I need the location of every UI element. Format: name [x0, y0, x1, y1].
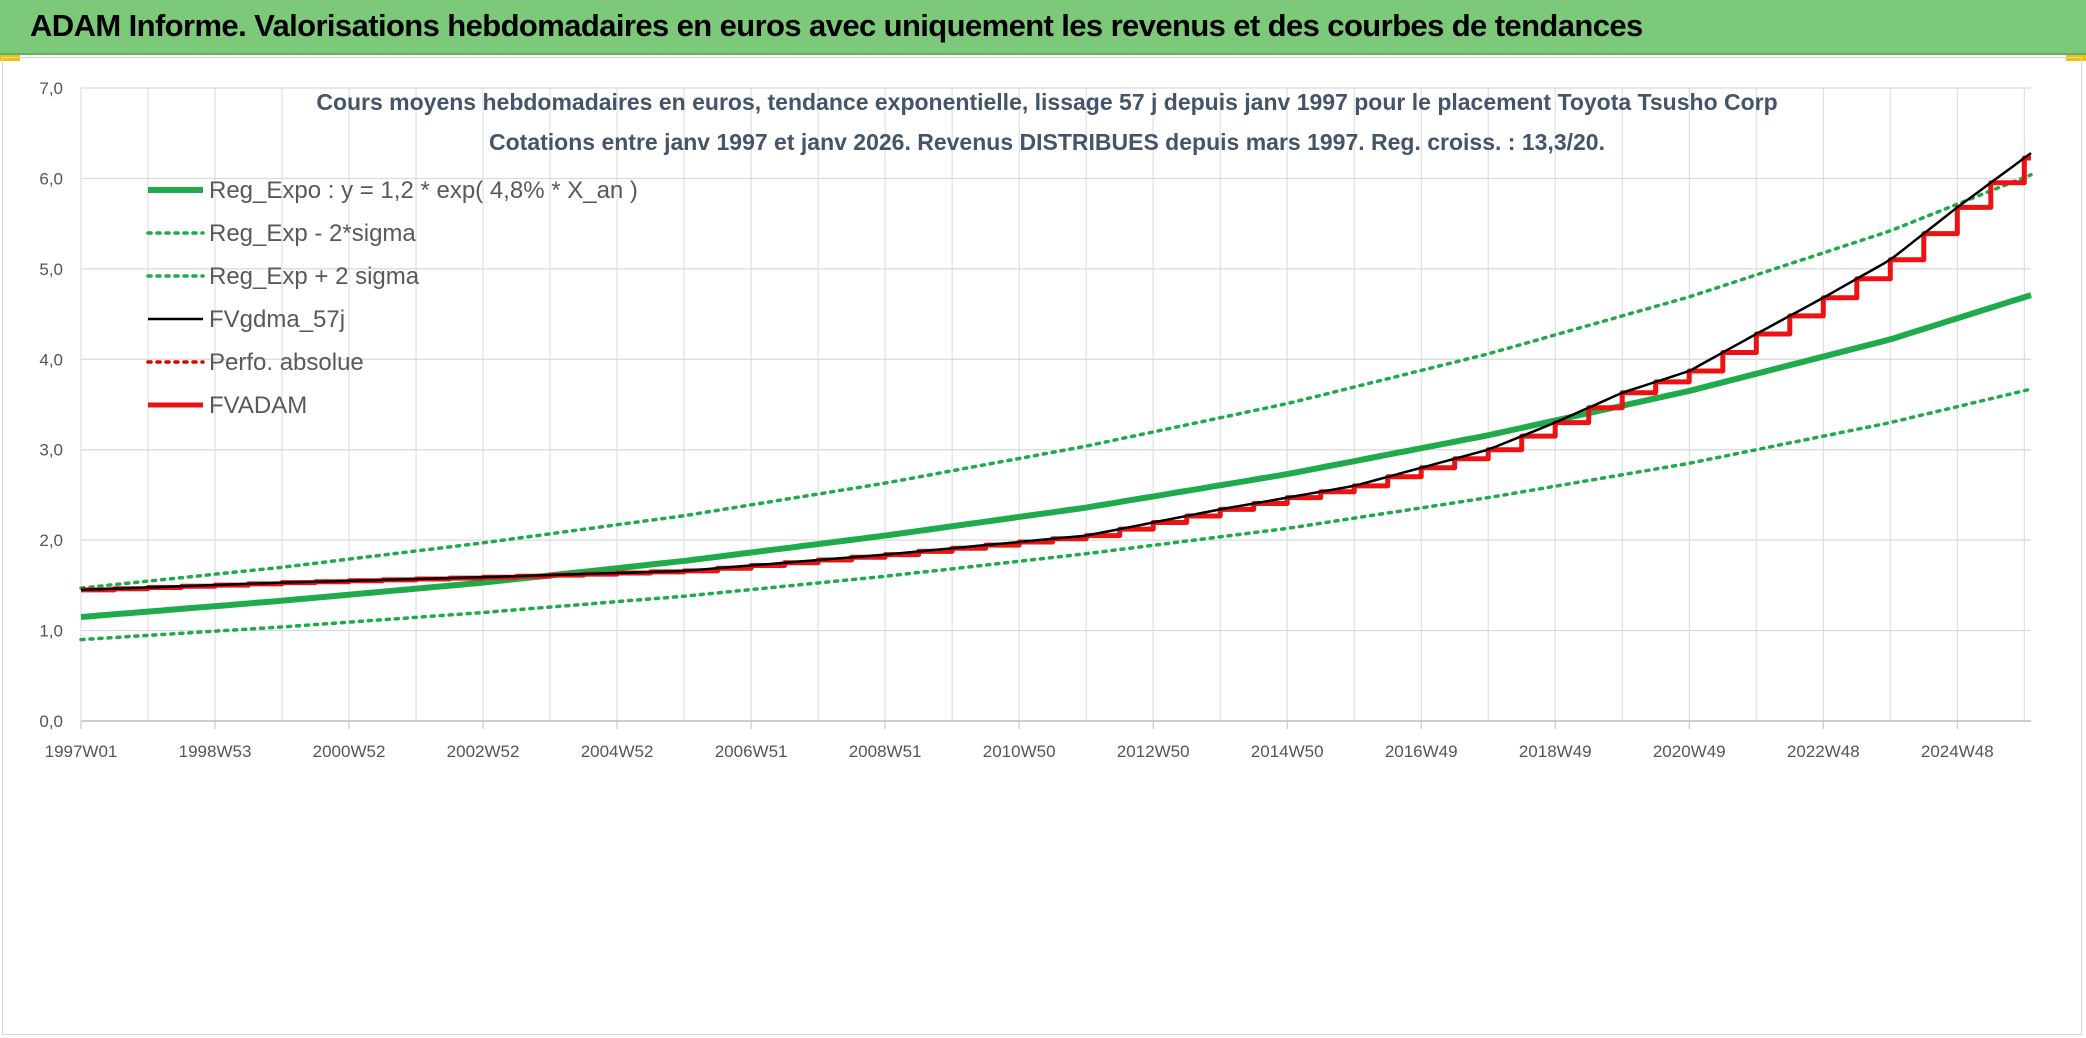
series: [79, 152, 2033, 642]
y-tick-label: 3,0: [39, 441, 63, 460]
series-line: [79, 173, 2033, 590]
y-tick-label: 6,0: [39, 169, 63, 188]
report-title: ADAM Informe. Valorisations hebdomadaire…: [30, 8, 1643, 43]
x-tick-label: 1997W01: [45, 742, 118, 761]
x-tick-label: 2004W52: [581, 742, 654, 761]
y-tick-label: 4,0: [39, 350, 63, 369]
y-tick-label: 0,0: [39, 712, 63, 731]
x-tick-label: 2014W50: [1251, 742, 1324, 761]
report-banner: ADAM Informe. Valorisations hebdomadaire…: [0, 0, 2086, 55]
series-line: [80, 292, 2032, 620]
x-tick-label: 2018W49: [1519, 742, 1592, 761]
series-line: [80, 152, 2032, 592]
x-tick-label: 2024W48: [1921, 742, 1994, 761]
legend-label: Reg_Exp + 2 sigma: [209, 263, 420, 290]
axes: 0,0 1,0 2,0 3,0 4,0 5,0 6,0 7,0 1997W01 1998W53 20…: [39, 79, 2031, 761]
legend: Reg_Expo : y = 1,2 * exp( 4,8% * X_an ) R…: [146, 177, 638, 419]
x-tick-label: 2016W49: [1385, 742, 1458, 761]
legend-label: Reg_Exp - 2*sigma: [209, 220, 416, 247]
x-tick-label: 2002W52: [447, 742, 520, 761]
grid: [80, 87, 2031, 722]
x-tick-label: 2012W50: [1117, 742, 1190, 761]
y-tick-label: 1,0: [39, 622, 63, 641]
x-tick-label: 2008W51: [849, 742, 922, 761]
corner-mark-right: [2066, 55, 2086, 61]
x-tick-label: 1998W53: [179, 742, 252, 761]
legend-label: Perfo. absolue: [209, 349, 364, 376]
y-tick-label: 7,0: [39, 79, 63, 98]
legend-label: Reg_Expo : y = 1,2 * exp( 4,8% * X_an ): [209, 177, 638, 204]
x-tick-label: 2006W51: [715, 742, 788, 761]
x-tick-label: 2010W50: [983, 742, 1056, 761]
y-tick-label: 5,0: [39, 260, 63, 279]
chart-subtitle: Cotations entre janv 1997 et janv 2026. …: [489, 129, 1605, 155]
x-tick-label: 2020W49: [1653, 742, 1726, 761]
corner-mark-left: [0, 55, 20, 61]
x-tick-label: 2000W52: [313, 742, 386, 761]
legend-label: FVgdma_57j: [209, 306, 345, 333]
legend-label: FVADAM: [209, 392, 307, 419]
y-tick-label: 2,0: [39, 531, 63, 550]
series-line: [79, 387, 2033, 642]
x-tick-label: 2022W48: [1787, 742, 1860, 761]
line-chart: 0,0 1,0 2,0 3,0 4,0 5,0 6,0 7,0 1997W01 1998W53 20…: [39, 79, 2033, 761]
chart-title: Cours moyens hebdomadaires en euros, ten…: [316, 89, 1777, 115]
chart-frame: 0,0 1,0 2,0 3,0 4,0 5,0 6,0 7,0 1997W01 1998W53 20…: [2, 57, 2082, 1035]
